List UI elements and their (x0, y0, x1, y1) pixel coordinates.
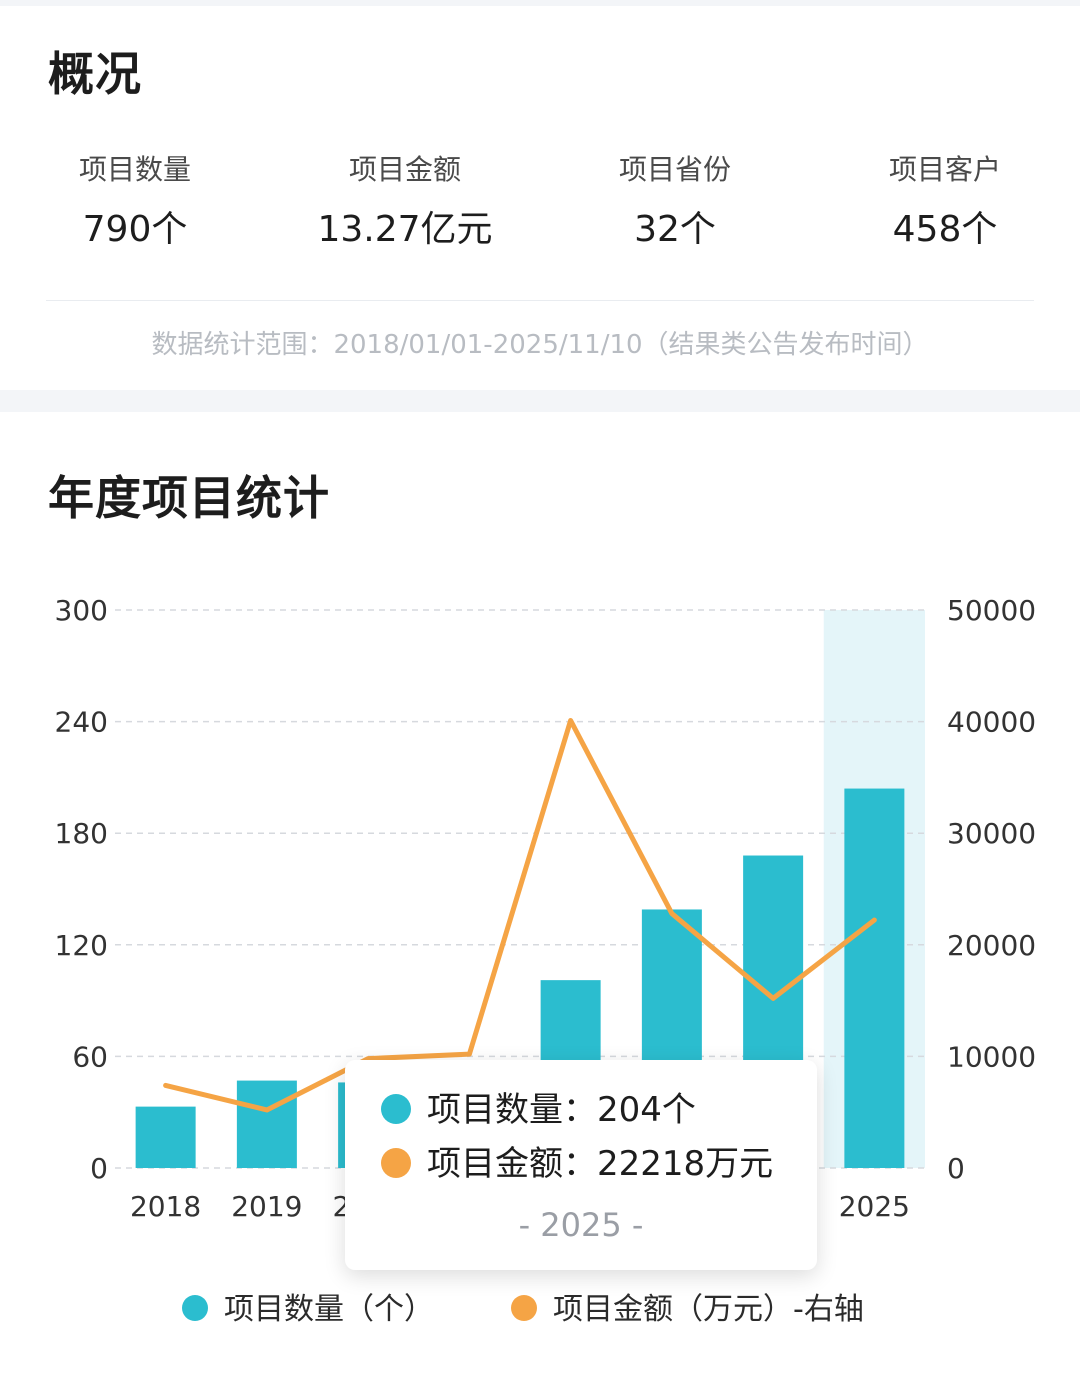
stat-project-provinces: 项目省份 32个 (540, 150, 810, 254)
legend-item-amount[interactable]: 项目金额（万元）-右轴 (511, 1285, 864, 1335)
overview-title: 概况 (48, 47, 142, 101)
left-axis-tick: 180 (55, 817, 108, 850)
tooltip-amount-text: 项目金额：22218万元 (427, 1144, 774, 1184)
stat-value: 458个 (892, 209, 998, 250)
legend-amount-label: 项目金额（万元）-右轴 (553, 1292, 864, 1327)
right-axis-tick: 20000 (947, 929, 1036, 962)
left-axis-tick: 300 (55, 594, 108, 627)
tooltip-amount-row: 项目金额：22218万元 (381, 1139, 773, 1189)
stat-value: 32个 (634, 209, 716, 250)
left-axis-tick: 60 (72, 1040, 108, 1073)
tooltip-count-text: 项目数量：204个 (427, 1090, 696, 1130)
stat-value: 13.27亿元 (317, 209, 493, 250)
tooltip-year: - 2025 - (518, 1206, 644, 1244)
annual-chart-title: 年度项目统计 (48, 471, 330, 525)
bar-2025 (844, 788, 905, 1168)
stat-label: 项目数量 (78, 153, 191, 186)
data-range-note: 数据统计范围：2018/01/01-2025/11/10（结果类公告发布时间） (151, 330, 929, 360)
x-axis-tick: 2025 (839, 1190, 910, 1223)
x-axis-tick: 2019 (231, 1190, 302, 1223)
tooltip-amount-dot-icon (381, 1147, 411, 1178)
x-axis-tick: 2018 (130, 1190, 201, 1223)
left-axis-tick: 120 (55, 929, 108, 962)
right-axis-tick: 0 (947, 1152, 965, 1185)
stat-project-clients: 项目客户 458个 (810, 150, 1080, 254)
left-axis-tick: 0 (90, 1152, 108, 1185)
stat-label: 项目客户 (888, 153, 1001, 186)
right-axis-tick: 10000 (947, 1040, 1036, 1073)
legend-amount-dot-icon (511, 1295, 537, 1321)
legend-count-dot-icon (182, 1295, 208, 1321)
stat-value: 790个 (82, 209, 188, 250)
stat-label: 项目金额 (348, 153, 461, 186)
chart-tooltip: 项目数量：204个 项目金额：22218万元 - 2025 - (345, 1060, 817, 1270)
bar-2018 (135, 1106, 196, 1168)
right-axis-tick: 30000 (947, 817, 1036, 850)
stat-project-count: 项目数量 790个 (0, 150, 270, 254)
legend-item-count[interactable]: 项目数量（个） (182, 1285, 434, 1335)
amount-line (163, 717, 877, 1113)
stat-label: 项目省份 (618, 153, 731, 186)
overview-divider (46, 300, 1034, 301)
top-rule (0, 0, 1080, 6)
tooltip-count-row: 项目数量：204个 (381, 1085, 696, 1135)
legend-count-label: 项目数量（个） (224, 1292, 434, 1327)
section-separator (0, 390, 1080, 412)
right-axis-tick: 40000 (947, 706, 1036, 739)
bar-2019 (236, 1080, 297, 1168)
tooltip-count-dot-icon (381, 1093, 411, 1124)
right-axis-tick: 50000 (947, 594, 1036, 627)
overview-stats: 项目数量 790个 项目金额 13.27亿元 项目省份 32个 项目客户 458… (0, 150, 1080, 270)
left-axis-tick: 240 (55, 706, 108, 739)
chart-legend: 项目数量（个） 项目金额（万元）-右轴 (0, 1285, 1080, 1335)
stat-project-amount: 项目金额 13.27亿元 (270, 150, 540, 254)
